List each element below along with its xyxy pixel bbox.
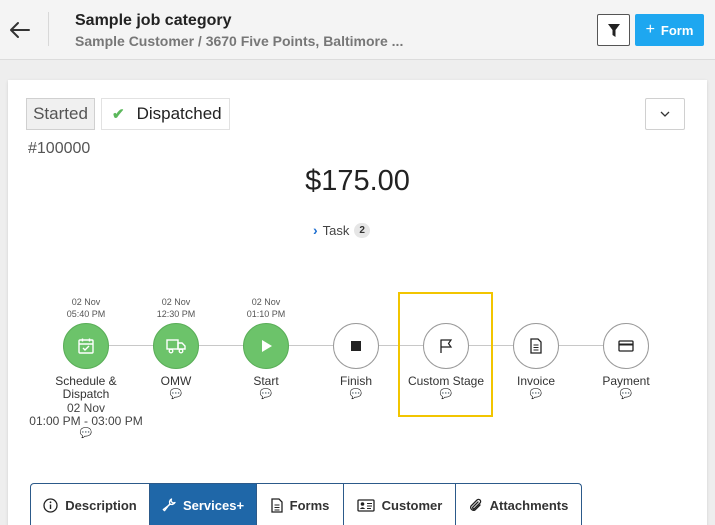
tab-customer[interactable]: Customer xyxy=(344,484,456,525)
stage-circle[interactable] xyxy=(423,323,469,369)
chat-icon[interactable]: 💬 xyxy=(349,389,363,400)
stage-label: Schedule & Dispatch xyxy=(55,374,117,401)
status-started-button[interactable]: Started xyxy=(26,98,95,130)
stage-label: Start xyxy=(253,374,279,388)
custom-stage-highlight xyxy=(398,292,493,417)
header-divider xyxy=(48,12,49,46)
tab-label: Description xyxy=(65,497,137,513)
status-dispatched-label: Dispatched xyxy=(136,104,222,123)
tab-services[interactable]: Services+ xyxy=(150,484,257,525)
add-form-button[interactable]: + Form xyxy=(635,14,704,46)
stage-date: 02 Nov 05:40 PM xyxy=(66,297,106,319)
stage-circle[interactable] xyxy=(513,323,559,369)
stage-circle[interactable] xyxy=(603,323,649,369)
tab-label: Customer xyxy=(381,497,443,513)
tab-description[interactable]: Description xyxy=(31,484,150,525)
filter-button[interactable] xyxy=(597,14,630,46)
task-label: Task xyxy=(322,222,350,238)
status-dispatched-button[interactable]: ✔ Dispatched xyxy=(101,98,230,130)
tab-label: Services+ xyxy=(182,497,245,513)
flag-icon xyxy=(440,339,453,353)
stage-label: Finish xyxy=(339,374,372,388)
check-icon: ✔ xyxy=(112,106,125,123)
job-amount: $175.00 xyxy=(305,165,410,197)
chat-icon[interactable]: 💬 xyxy=(79,428,93,439)
chat-icon[interactable]: 💬 xyxy=(169,389,183,400)
header-bar: Sample job category Sample Customer / 36… xyxy=(0,0,715,60)
stage-label: Invoice xyxy=(516,374,556,388)
back-arrow-icon[interactable] xyxy=(8,18,32,42)
info-icon xyxy=(43,497,58,513)
form-icon xyxy=(270,497,283,513)
task-count-badge: 2 xyxy=(354,222,370,238)
job-card xyxy=(8,80,707,525)
filter-icon xyxy=(607,23,620,37)
truck-icon xyxy=(166,339,186,354)
document-icon xyxy=(530,338,542,354)
stage-date: 02 Nov 01:10 PM xyxy=(246,297,286,319)
chat-icon[interactable]: 💬 xyxy=(529,389,543,400)
job-tabs: Description Services+ Forms Customer Att… xyxy=(30,483,582,525)
page-subtitle: Sample Customer / 3670 Five Points, Balt… xyxy=(75,33,404,49)
stage-date: 02 Nov 12:30 PM xyxy=(156,297,196,319)
chevron-right-icon: › xyxy=(313,222,318,238)
stage-circle[interactable] xyxy=(153,323,199,369)
play-icon xyxy=(262,340,272,352)
page-title: Sample job category xyxy=(75,12,232,29)
stage-label: Payment xyxy=(602,374,650,388)
stage-circle[interactable] xyxy=(243,323,289,369)
stage-label: OMW xyxy=(160,374,192,388)
collapse-button[interactable] xyxy=(645,98,685,130)
wrench-icon xyxy=(162,498,176,512)
plus-icon: + xyxy=(645,21,655,38)
job-number: #100000 xyxy=(28,140,91,157)
stop-icon xyxy=(351,341,361,351)
tab-forms[interactable]: Forms xyxy=(257,484,344,525)
chat-icon[interactable]: 💬 xyxy=(619,389,633,400)
chat-icon[interactable]: 💬 xyxy=(439,389,453,400)
tab-label: Forms xyxy=(289,497,330,513)
id-card-icon xyxy=(357,498,375,512)
stage-circle[interactable] xyxy=(333,323,379,369)
task-toggle[interactable]: › Task 2 xyxy=(313,222,370,238)
chevron-down-icon xyxy=(660,111,670,117)
stage-circle[interactable] xyxy=(63,323,109,369)
paperclip-icon xyxy=(469,498,481,511)
chat-icon[interactable]: 💬 xyxy=(259,389,273,400)
calendar-check-icon xyxy=(78,338,94,354)
tab-label: Attachments xyxy=(489,497,569,513)
credit-card-icon xyxy=(618,340,634,352)
stage-schedule-date: 02 Nov 01:00 PM - 03:00 PM xyxy=(29,401,143,428)
form-button-label: Form xyxy=(660,22,694,38)
tab-attachments[interactable]: Attachments xyxy=(456,484,581,525)
stage-label: Custom Stage xyxy=(407,374,485,388)
